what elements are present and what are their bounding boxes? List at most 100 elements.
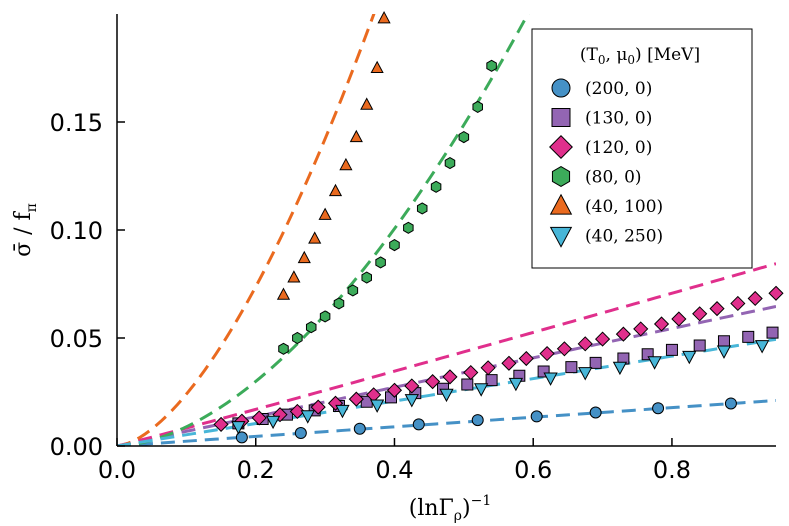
data-point [369, 399, 385, 413]
data-point [430, 180, 442, 193]
data-point [653, 316, 670, 332]
data-point [289, 403, 305, 420]
legend-entry-label: (120, 0) [585, 138, 652, 158]
x-tick-label: 0.2 [237, 456, 275, 484]
data-point [265, 415, 281, 430]
data-point [472, 100, 483, 113]
data-point [508, 377, 524, 392]
data-point [278, 342, 289, 355]
data-point [292, 331, 303, 345]
data-point [213, 416, 229, 432]
data-point [578, 367, 593, 381]
data-point [235, 431, 248, 444]
fit-line [117, 14, 376, 446]
data-point [327, 395, 344, 411]
data-point [633, 321, 649, 337]
data-point [353, 422, 366, 435]
data-point [747, 290, 763, 307]
data-point [730, 295, 746, 312]
legend-marker [551, 108, 571, 127]
data-point [577, 336, 593, 352]
data-point [287, 270, 301, 283]
y-tick-label: 0.00 [50, 433, 103, 461]
data-point [361, 271, 372, 284]
data-point [530, 410, 543, 423]
data-point [589, 406, 602, 419]
data-point [386, 382, 403, 398]
data-point [518, 350, 534, 367]
data-point [348, 391, 364, 407]
fit-line [117, 262, 776, 446]
y-tick-label: 0.05 [50, 325, 103, 353]
legend-marker [551, 78, 571, 98]
data-point [754, 340, 770, 354]
data-point [647, 356, 662, 370]
data-point [682, 350, 697, 365]
data-point [480, 360, 496, 376]
legend-marker [549, 193, 573, 215]
data-point [294, 427, 307, 440]
axis-ticks: 0.0 0.2 0.4 0.6 0.8 0.00 0.05 0.10 0.15 [50, 109, 691, 484]
y-tick-label: 0.10 [50, 217, 103, 245]
data-point [231, 421, 246, 435]
data-point [692, 306, 708, 322]
data-point [543, 372, 558, 386]
data-point [717, 335, 730, 348]
data-point [442, 369, 458, 385]
data-point [375, 256, 386, 269]
x-tick-label: 0.4 [375, 456, 413, 484]
data-point [458, 131, 470, 144]
data-point [339, 157, 353, 171]
data-point [328, 183, 343, 197]
data-point [333, 297, 345, 310]
data-point [377, 11, 391, 24]
legend-entry-label: (40, 100) [585, 197, 663, 217]
x-tick-label: 0.6 [514, 456, 552, 484]
data-point [310, 399, 326, 415]
data-point [671, 311, 687, 327]
legend-entry-label: (80, 0) [585, 168, 642, 188]
data-point [461, 378, 474, 391]
data-point [766, 326, 779, 339]
data-point [319, 310, 331, 323]
data-point [615, 326, 631, 342]
data-points [213, 11, 784, 444]
legend-marker [549, 135, 573, 159]
data-point [565, 361, 578, 374]
data-point [693, 339, 706, 352]
legend-entry-label: (130, 0) [585, 109, 652, 129]
data-point [485, 374, 498, 387]
legend-entries: (200, 0) (130, 0) (120, 0) (80, 0) (40, 100)… [549, 78, 663, 248]
data-point [444, 156, 456, 170]
data-point [439, 388, 454, 403]
data-point [318, 207, 332, 220]
data-point [308, 231, 322, 244]
x-tick-label: 0.0 [98, 456, 136, 484]
data-point [389, 239, 400, 252]
x-tick-label: 0.8 [653, 456, 691, 484]
data-point [612, 361, 628, 376]
fit-line [117, 14, 530, 446]
legend-marker [551, 166, 571, 187]
legend-entry-label: (200, 0) [585, 79, 652, 99]
data-point [412, 418, 425, 431]
data-point [768, 285, 784, 301]
data-point [589, 356, 602, 369]
data-point [471, 414, 484, 427]
data-point [297, 250, 311, 264]
data-point [501, 355, 517, 371]
data-point [403, 221, 414, 234]
data-point [665, 343, 678, 356]
data-point [349, 129, 363, 143]
legend-marker [549, 226, 573, 248]
data-point [370, 60, 384, 73]
data-point [486, 59, 497, 72]
legend: (T0, μ0) [MeV] (200, 0)(130, 0)(120, 0)(… [531, 28, 753, 269]
data-point [360, 97, 374, 110]
legend-title: (T0, μ0) [MeV] [580, 45, 700, 67]
data-point [716, 345, 732, 359]
data-point [404, 394, 419, 408]
data-point [276, 287, 291, 300]
data-point [305, 321, 317, 334]
